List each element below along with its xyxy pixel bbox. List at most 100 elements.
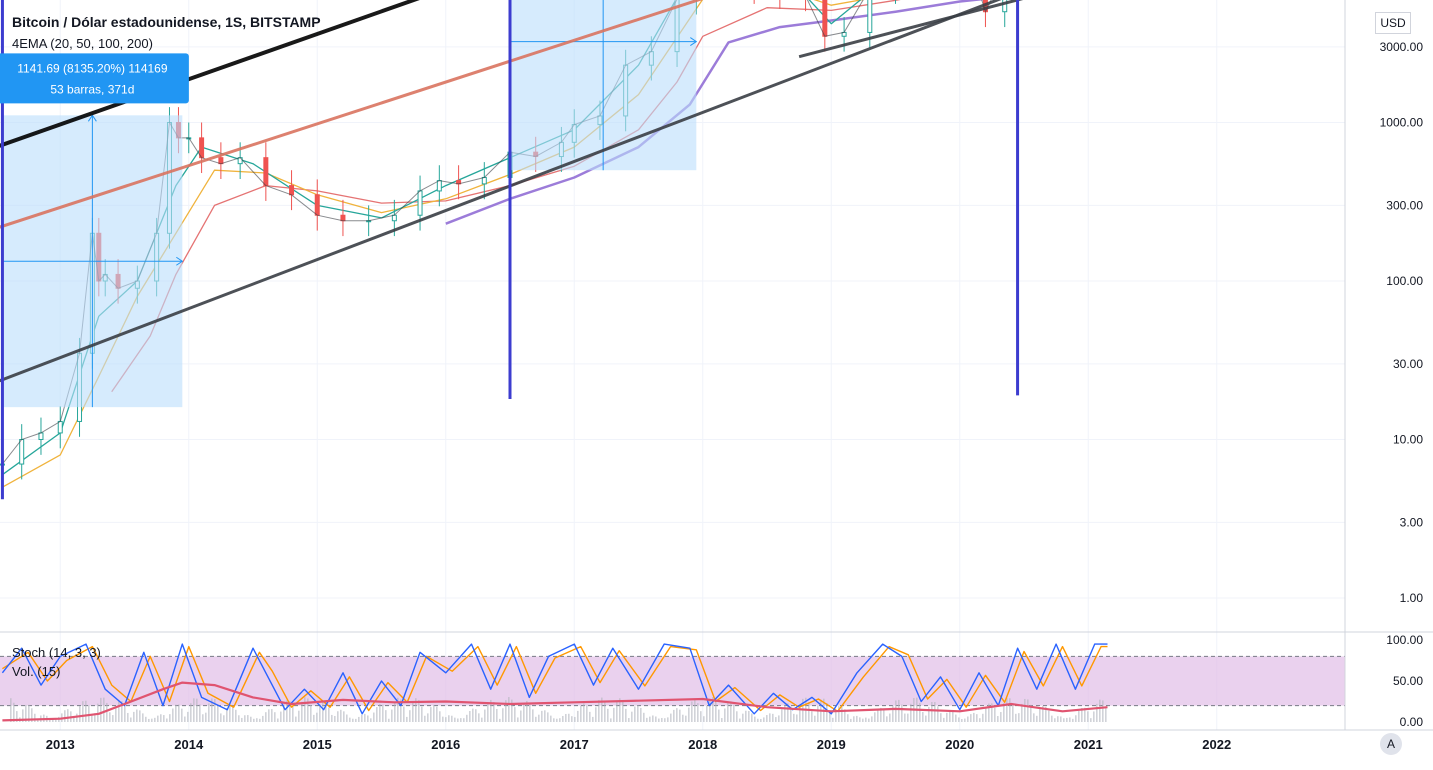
volume-bar	[499, 718, 501, 722]
volume-bar	[1099, 699, 1101, 722]
volume-bar	[454, 717, 456, 722]
volume-bar	[637, 705, 639, 722]
currency-button[interactable]: USD	[1375, 12, 1411, 34]
volume-bar	[901, 704, 903, 722]
volume-bar	[226, 708, 228, 722]
time-axis-tick: 2018	[688, 737, 717, 752]
stoch-band	[0, 656, 1345, 706]
volume-bar	[616, 700, 618, 722]
volume-bar	[958, 717, 960, 722]
volume-bar	[214, 698, 216, 722]
volume-bar	[706, 705, 708, 722]
volume-bar	[199, 704, 201, 722]
volume-bar	[766, 715, 768, 722]
time-axis-tick: 2022	[1202, 737, 1231, 752]
time-axis-tick: 2013	[46, 737, 75, 752]
volume-bar	[874, 712, 876, 722]
volume-bar	[109, 712, 111, 722]
indicator-legend[interactable]: 4EMA (20, 50, 100, 200)	[12, 36, 153, 51]
volume-bar	[469, 711, 471, 722]
volume-bar	[745, 710, 747, 722]
mid-channel-line[interactable]	[0, 0, 1230, 229]
volume-bar	[187, 711, 189, 722]
volume-bar	[1054, 718, 1056, 722]
volume-bar	[1009, 698, 1011, 722]
volume-bar	[652, 715, 654, 722]
volume-bar	[166, 718, 168, 722]
volume-bar	[1051, 715, 1053, 722]
volume-bar	[1015, 713, 1017, 722]
volume-bar	[16, 711, 18, 722]
support-line[interactable]	[798, 0, 1217, 59]
volume-bar	[256, 718, 258, 722]
auto-scale-button[interactable]: A	[1380, 733, 1402, 755]
volume-bar	[757, 718, 759, 722]
price-candle-body	[263, 157, 269, 187]
volume-bar	[694, 699, 696, 722]
measure-label-1[interactable]: 1141.69 (8135.20%) 114169 53 barras, 371d	[0, 53, 189, 104]
volume-bar	[682, 714, 684, 722]
volume-bar	[712, 697, 714, 722]
upper-channel-line[interactable]	[0, 0, 1332, 148]
volume-bar	[295, 716, 297, 722]
volume-bar	[64, 710, 66, 722]
volume-bar	[787, 703, 789, 722]
price-candle-body	[19, 439, 25, 465]
volume-bar	[574, 716, 576, 722]
volume-bar	[1003, 703, 1005, 722]
volume-bar	[778, 715, 780, 722]
measure-label-line1: 1141.69 (8135.20%) 114169	[17, 61, 168, 75]
volume-bar	[862, 718, 864, 722]
volume-bar	[280, 711, 282, 722]
volume-bar	[1105, 706, 1107, 722]
volume-bar	[421, 706, 423, 722]
volume-bar	[415, 698, 417, 722]
volume-bar	[733, 704, 735, 722]
volume-bar	[1063, 718, 1065, 722]
volume-bar	[310, 704, 312, 722]
volume-bar	[871, 716, 873, 722]
volume-bar	[562, 715, 564, 722]
volume-bar	[670, 713, 672, 722]
volume-bar	[775, 717, 777, 722]
chart-title: Bitcoin / Dólar estadounidense, 1S, BITS…	[12, 14, 321, 30]
volume-bar	[586, 705, 588, 722]
volume-bar	[157, 715, 159, 722]
volume-bar	[1090, 718, 1092, 722]
price-candle-body	[314, 194, 320, 216]
time-axis-tick: 2021	[1074, 737, 1103, 752]
volume-bar	[22, 709, 24, 722]
volume-bar	[832, 717, 834, 722]
volume-bar	[127, 712, 129, 722]
volume-bar	[655, 716, 657, 722]
volume-bar	[553, 718, 555, 722]
volume-bar	[505, 700, 507, 722]
price-axis-tick: 100.00	[1386, 274, 1423, 288]
volume-bar	[595, 707, 597, 722]
volume-bar	[619, 698, 621, 722]
volume-bar	[121, 701, 123, 722]
volume-bar	[106, 702, 108, 722]
volume-bar	[355, 718, 357, 722]
volume-bar	[721, 718, 723, 722]
volume-bar	[853, 716, 855, 722]
volume-bar	[571, 716, 573, 722]
price-candle-body	[289, 185, 295, 196]
volume-bar	[952, 711, 954, 722]
lower-channel-line[interactable]	[0, 0, 1332, 383]
volume-bar	[97, 703, 99, 722]
volume-bar	[28, 704, 30, 722]
volume-legend[interactable]: Vol. (15)	[12, 664, 61, 679]
volume-bar	[961, 718, 963, 722]
volume-bar	[145, 716, 147, 722]
volume-bar	[592, 716, 594, 722]
volume-bar	[439, 711, 441, 722]
volume-bar	[1072, 718, 1074, 722]
stoch-legend[interactable]: Stoch (14, 3, 3)	[12, 645, 101, 660]
volume-bar	[493, 701, 495, 722]
volume-bar	[568, 713, 570, 722]
volume-bar	[937, 706, 939, 722]
volume-bar	[457, 718, 459, 722]
